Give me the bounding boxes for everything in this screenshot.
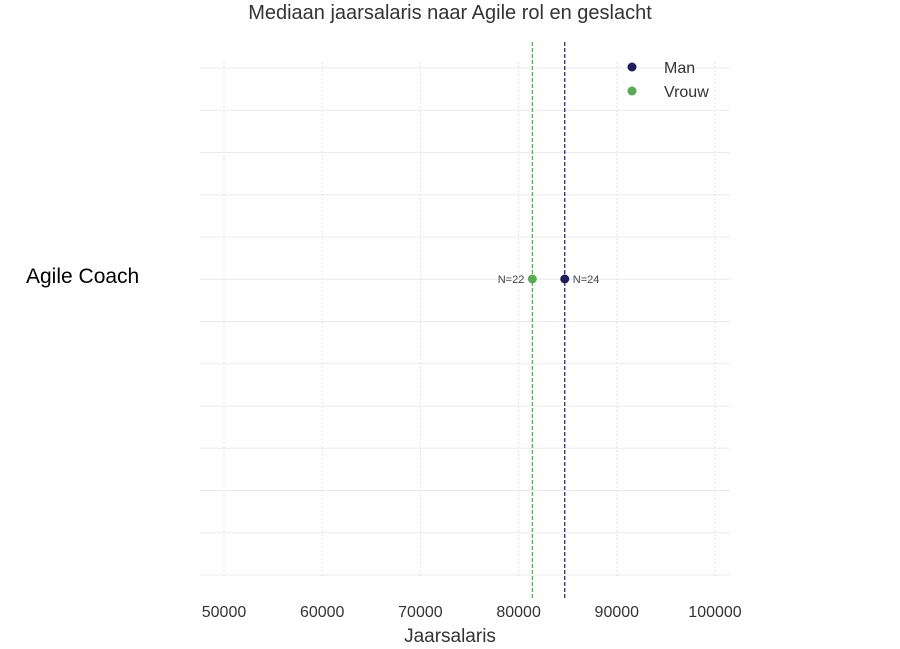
x-tick-label: 50000 bbox=[202, 604, 247, 621]
x-tick-label: 70000 bbox=[398, 604, 443, 621]
category-label: Agile Coach bbox=[26, 265, 140, 288]
legend-marker-man bbox=[627, 62, 637, 72]
x-tick-label: 100000 bbox=[688, 604, 741, 621]
n-label: N=24 bbox=[573, 274, 600, 286]
chart-title: Mediaan jaarsalaris naar Agile rol en ge… bbox=[248, 2, 652, 24]
n-label: N=22 bbox=[498, 274, 525, 286]
legend-label: Man bbox=[664, 60, 695, 77]
legend-marker-vrouw bbox=[627, 86, 637, 96]
legend-label: Vrouw bbox=[664, 84, 709, 101]
x-tick-label: 90000 bbox=[595, 604, 640, 621]
x-tick-label: 80000 bbox=[496, 604, 541, 621]
x-axis-label: Jaarsalaris bbox=[404, 626, 496, 647]
data-point-vrouw bbox=[527, 274, 537, 284]
x-tick-label: 60000 bbox=[300, 604, 345, 621]
data-point-man bbox=[560, 274, 570, 284]
